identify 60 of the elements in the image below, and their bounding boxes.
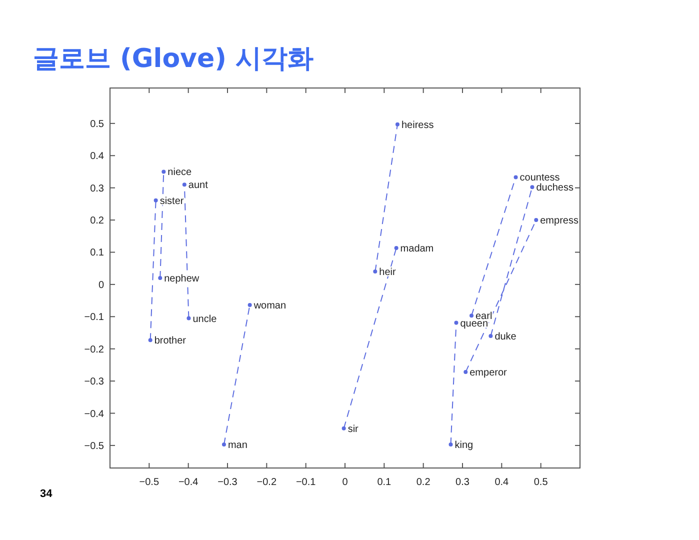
annotation: aunt — [188, 180, 208, 192]
point — [454, 320, 458, 325]
y-tick-label: 0.4 — [90, 151, 104, 162]
annotation: sir — [348, 424, 360, 435]
text: 34 — [40, 488, 54, 500]
chart-title: 글로브 (Glove) 시각화 — [33, 44, 314, 74]
y-tick-label: −0.1 — [84, 312, 104, 324]
point — [248, 303, 252, 308]
x-tick-label: 0.1 — [377, 477, 392, 488]
annotation: man — [228, 440, 248, 451]
y-tick-label: 0.2 — [90, 216, 104, 227]
annotation: uncle — [192, 314, 218, 325]
y-tick-label: 0.1 — [90, 248, 104, 259]
point — [448, 442, 453, 446]
point — [395, 122, 400, 126]
point — [148, 338, 152, 342]
x-tick-label: 0.5 — [534, 477, 548, 488]
x-tick-label: 0.3 — [456, 477, 470, 488]
annotation: empress — [540, 216, 578, 227]
annotation: heiress — [401, 120, 434, 131]
y-tick-label: −0.2 — [84, 344, 104, 356]
point — [158, 276, 162, 280]
point — [182, 182, 186, 187]
x-tick-label: −0.2 — [256, 477, 277, 488]
point — [514, 175, 518, 180]
y-tick-label: 0 — [98, 280, 104, 291]
annotation: king — [454, 440, 474, 451]
point — [534, 218, 538, 222]
point — [488, 334, 493, 338]
x-tick-label: −0.3 — [218, 477, 238, 488]
annotation: niece — [168, 167, 192, 178]
point — [186, 316, 191, 320]
annotation: madam — [400, 244, 434, 255]
point — [464, 370, 468, 374]
point — [394, 246, 398, 250]
point — [342, 426, 346, 430]
y-tick-label: −0.5 — [84, 440, 104, 452]
y-tick-label: 0.5 — [90, 118, 104, 130]
annotation: brother — [154, 336, 187, 347]
annotation: duchess — [536, 182, 574, 194]
x-tick-label: −0.4 — [178, 477, 199, 488]
x-tick-label: 0.2 — [416, 477, 431, 488]
point — [470, 314, 474, 318]
x-tick-label: −0.5 — [139, 477, 160, 488]
point — [162, 170, 166, 174]
annotation: heir — [379, 267, 397, 278]
annotation: emperor — [470, 368, 508, 379]
point — [530, 185, 534, 190]
x-tick-label: 0.4 — [494, 477, 510, 488]
point — [222, 442, 226, 446]
x-tick-label: −0.1 — [296, 477, 316, 488]
annotation: duke — [494, 331, 517, 342]
annotation: woman — [252, 300, 286, 312]
y-tick-label: −0.3 — [84, 376, 104, 388]
x-tick-label: 0 — [342, 477, 348, 488]
point — [373, 270, 378, 274]
annotation: countess — [520, 172, 560, 184]
y-tick-label: −0.4 — [84, 408, 104, 420]
point — [154, 198, 158, 202]
y-tick-label: 0.3 — [90, 183, 104, 194]
